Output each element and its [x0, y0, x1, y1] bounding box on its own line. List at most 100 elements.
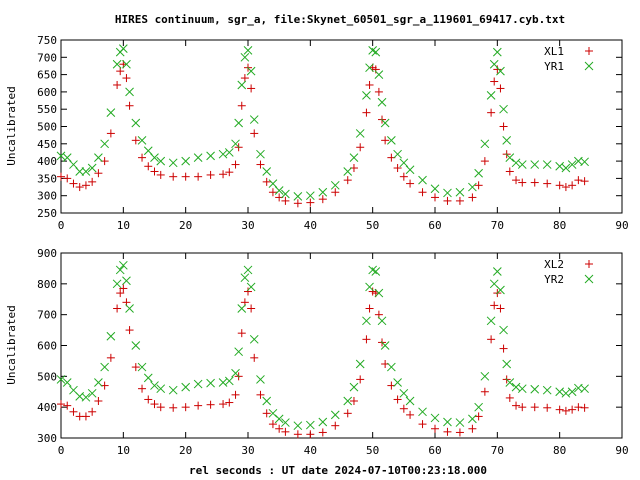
data-point — [100, 139, 109, 149]
data-point — [306, 430, 315, 439]
data-point — [362, 91, 371, 100]
data-point — [113, 304, 122, 313]
data-point — [365, 282, 374, 292]
data-point — [505, 167, 514, 176]
data-point — [87, 388, 97, 398]
data-point — [305, 191, 315, 201]
data-point — [206, 378, 215, 388]
data-point — [443, 188, 452, 198]
data-point — [343, 409, 352, 418]
data-point — [225, 168, 234, 177]
data-point — [218, 378, 228, 387]
data-point — [240, 52, 250, 62]
y-tick-label: 900 — [37, 247, 57, 260]
data-point — [231, 390, 240, 399]
data-point — [374, 70, 384, 79]
data-point — [240, 273, 250, 283]
data-point — [356, 375, 365, 384]
data-point — [405, 165, 415, 175]
data-point — [262, 409, 271, 418]
data-point — [125, 101, 134, 110]
data-point — [377, 316, 387, 326]
data-point — [393, 395, 402, 404]
y-tick-label: 700 — [37, 51, 57, 64]
data-point — [502, 135, 512, 145]
x-axis-label: rel seconds : UT date 2024-07-10T00:23:1… — [189, 464, 487, 477]
data-point — [281, 189, 290, 199]
data-point — [150, 400, 159, 409]
data-point — [368, 46, 378, 55]
data-point — [169, 403, 178, 412]
data-point — [443, 196, 452, 205]
data-point — [362, 108, 371, 117]
data-point — [318, 417, 328, 427]
data-point — [487, 335, 496, 344]
data-point — [530, 160, 540, 169]
data-point — [131, 118, 141, 128]
data-point — [431, 193, 439, 202]
data-point — [122, 276, 131, 286]
data-point — [343, 176, 352, 185]
data-point — [247, 84, 256, 93]
data-point — [250, 353, 259, 362]
data-point — [406, 410, 415, 419]
data-point — [122, 74, 131, 83]
data-point — [380, 118, 390, 128]
data-point — [256, 149, 265, 159]
data-point — [281, 427, 290, 436]
data-point — [244, 287, 252, 296]
data-point — [262, 177, 271, 186]
data-point — [496, 285, 505, 295]
data-point — [231, 160, 240, 169]
data-point — [194, 401, 203, 410]
legend-marker — [585, 47, 593, 55]
y-tick-label: 300 — [37, 190, 57, 203]
data-point — [122, 59, 131, 69]
data-point — [206, 170, 215, 179]
data-point — [113, 80, 122, 89]
data-point — [555, 405, 564, 414]
data-point — [169, 172, 178, 181]
data-point — [156, 384, 166, 394]
legend-marker — [585, 260, 593, 268]
data-point — [106, 331, 116, 341]
data-point — [399, 172, 408, 181]
data-point — [275, 424, 284, 433]
data-point — [237, 101, 246, 110]
data-point — [480, 371, 490, 381]
y-tick-label: 350 — [37, 172, 57, 185]
data-point — [243, 265, 253, 275]
x-tick-label: 30 — [241, 444, 254, 457]
data-point — [512, 401, 521, 410]
y-tick-label: 450 — [37, 138, 57, 151]
data-point — [580, 384, 589, 394]
legend-marker — [584, 61, 594, 71]
data-point — [474, 402, 483, 412]
data-point — [530, 403, 539, 412]
data-point — [387, 362, 396, 372]
data-point — [181, 403, 190, 412]
y-tick-label: 650 — [37, 69, 57, 82]
data-point — [234, 347, 244, 357]
data-point — [116, 67, 125, 76]
data-point — [249, 115, 259, 124]
data-point — [331, 188, 340, 197]
data-point — [496, 66, 505, 76]
data-point — [455, 428, 464, 437]
data-point — [168, 385, 178, 395]
data-point — [387, 135, 396, 145]
data-point — [343, 396, 353, 406]
data-point — [246, 66, 256, 76]
data-point — [499, 104, 508, 114]
x-tick-label: 0 — [58, 219, 65, 232]
data-point — [231, 368, 240, 378]
data-point — [318, 187, 328, 197]
data-point — [431, 424, 439, 433]
x-tick-label: 60 — [428, 219, 441, 232]
data-point — [555, 387, 565, 397]
data-point — [63, 174, 72, 183]
y-tick-label: 400 — [37, 155, 57, 168]
data-point — [492, 47, 502, 57]
x-tick-label: 20 — [179, 444, 192, 457]
